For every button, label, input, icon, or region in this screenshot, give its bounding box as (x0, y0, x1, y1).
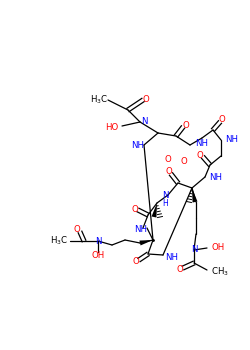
Text: NH: NH (195, 139, 208, 147)
Text: N: N (162, 191, 168, 201)
Text: H: H (162, 198, 168, 208)
Text: H$_3$C: H$_3$C (90, 94, 108, 106)
Text: N: N (141, 118, 147, 126)
Text: O: O (196, 150, 203, 160)
Text: H$_3$C: H$_3$C (50, 235, 68, 247)
Text: NH: NH (209, 173, 222, 182)
Polygon shape (192, 188, 198, 203)
Text: O: O (166, 168, 172, 176)
Text: CH$_3$: CH$_3$ (211, 266, 229, 278)
Text: O: O (142, 94, 150, 104)
Polygon shape (140, 240, 153, 245)
Text: O: O (132, 258, 140, 266)
Text: NH: NH (225, 135, 238, 145)
Text: O: O (132, 204, 138, 214)
Text: O: O (218, 116, 226, 125)
Text: O: O (176, 266, 184, 274)
Text: NH: NH (134, 225, 147, 234)
Text: N: N (191, 245, 197, 254)
Text: O: O (74, 225, 80, 234)
Text: O: O (180, 156, 188, 166)
Polygon shape (152, 203, 157, 217)
Text: OH: OH (211, 244, 224, 252)
Text: OH: OH (92, 252, 104, 260)
Text: NH: NH (132, 140, 144, 149)
Text: NH: NH (165, 252, 178, 261)
Text: O: O (164, 155, 172, 164)
Text: O: O (182, 120, 190, 130)
Text: N: N (95, 237, 101, 245)
Text: HO: HO (105, 124, 118, 133)
